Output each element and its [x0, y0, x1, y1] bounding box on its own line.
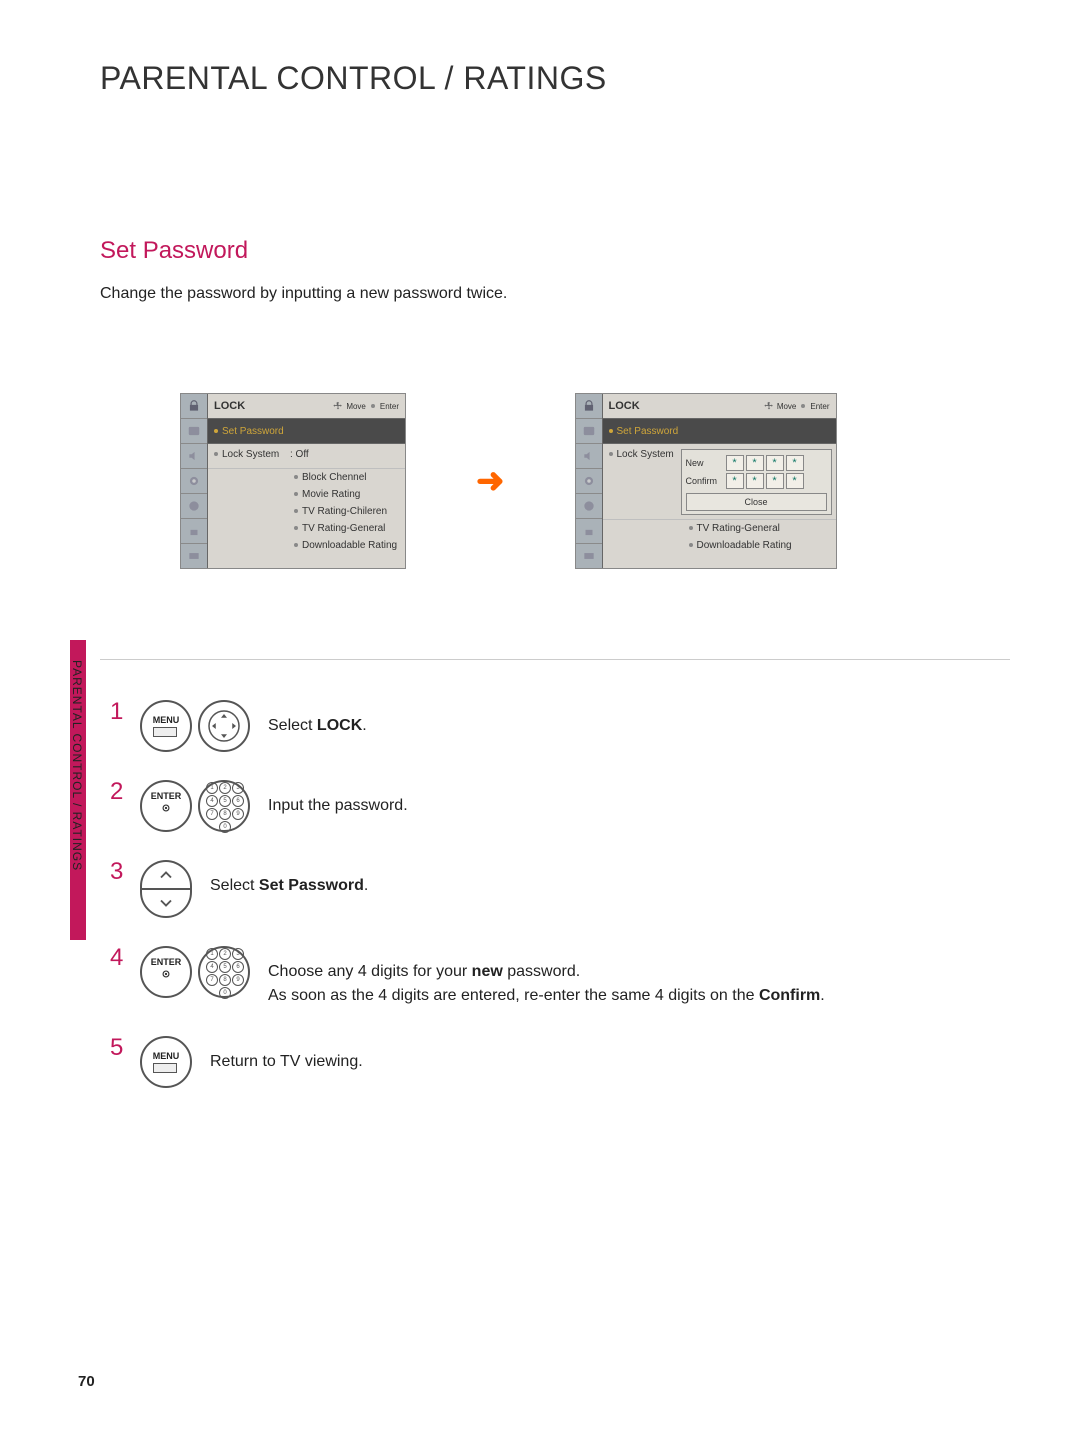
enter-dot-icon — [799, 402, 807, 410]
side-label: PARENTAL CONTROL / RATINGS — [70, 660, 84, 871]
pw-confirm-label: Confirm — [686, 476, 726, 486]
pw-cell: * — [726, 455, 744, 471]
audio-icon — [187, 449, 201, 463]
step-number: 3 — [110, 860, 140, 884]
password-entry-box: New * * * * Confirm — [681, 449, 832, 515]
osd-after-sub-0: TV Rating-General — [697, 523, 780, 534]
gear-icon — [187, 474, 201, 488]
pw-cell: * — [726, 473, 744, 489]
osd-hint: Move Enter — [333, 401, 399, 411]
lock-icon — [582, 399, 596, 413]
osd-highlighted-row: Set Password — [208, 419, 405, 444]
step-1: 1 MENU Select LOCK. — [110, 700, 1010, 752]
pw-cell: * — [766, 455, 784, 471]
osd-hint: Move Enter — [764, 401, 830, 411]
pw-cell: * — [786, 455, 804, 471]
step-number: 2 — [110, 780, 140, 804]
menu-button-icon: MENU — [140, 700, 192, 752]
page-number: 70 — [78, 1373, 95, 1390]
step-2: 2 ENTER 123 456 789 0 Input the password… — [110, 780, 1010, 832]
close-button: Close — [686, 493, 827, 511]
osd-sub-1: Movie Rating — [302, 489, 360, 500]
page-heading: PARENTAL CONTROL / RATINGS — [100, 60, 1010, 97]
step-number: 5 — [110, 1036, 140, 1060]
section-title: Set Password — [100, 237, 1010, 265]
divider — [100, 659, 1010, 660]
pw-cell: * — [766, 473, 784, 489]
osd-sub-3: TV Rating-General — [302, 523, 385, 534]
pw-cell: * — [746, 455, 764, 471]
updown-icon — [140, 860, 192, 918]
gear-icon — [582, 474, 596, 488]
osd-highlighted-row: Set Password — [603, 419, 836, 444]
move-icon — [333, 401, 343, 411]
lock2-icon — [187, 524, 201, 538]
menu-button-icon: MENU — [140, 1036, 192, 1088]
input-icon — [582, 549, 596, 563]
picture-icon — [582, 424, 596, 438]
osd-before: LOCK Move Enter Set Password Lock System… — [180, 393, 406, 569]
dpad-icon — [198, 700, 250, 752]
arrow-icon: ➜ — [476, 461, 505, 501]
clock-icon — [187, 499, 201, 513]
numpad-icon: 123 456 789 0 — [198, 780, 250, 832]
dpad-svg — [206, 708, 242, 744]
step-number: 4 — [110, 946, 140, 970]
osd-after: LOCK Move Enter Set Password Lock System — [575, 393, 837, 569]
lock-icon — [187, 399, 201, 413]
picture-icon — [187, 424, 201, 438]
pw-cell: * — [786, 473, 804, 489]
osd-screens: LOCK Move Enter Set Password Lock System… — [180, 393, 1010, 569]
numpad-icon: 123 456 789 0 — [198, 946, 250, 998]
steps-list: 1 MENU Select LOCK. 2 ENTER — [110, 700, 1010, 1088]
step-5: 5 MENU Return to TV viewing. — [110, 1036, 1010, 1088]
osd-sub-2: TV Rating-Chileren — [302, 506, 387, 517]
input-icon — [187, 549, 201, 563]
enter-button-icon: ENTER — [140, 946, 192, 998]
lock-system-label: Lock System — [617, 449, 674, 460]
pw-cell: * — [746, 473, 764, 489]
section-description: Change the password by inputting a new p… — [100, 285, 1010, 303]
enter-dot-icon — [369, 402, 377, 410]
clock-icon — [582, 499, 596, 513]
osd-title: LOCK — [609, 400, 640, 412]
audio-icon — [582, 449, 596, 463]
osd-title: LOCK — [214, 400, 245, 412]
osd-sub-4: Downloadable Rating — [302, 540, 397, 551]
step-number: 1 — [110, 700, 140, 724]
enter-button-icon: ENTER — [140, 780, 192, 832]
lock-system-value: : Off — [290, 444, 405, 464]
osd-sub-0: Block Chennel — [302, 472, 366, 483]
step-3: 3 Select Set Password. — [110, 860, 1010, 918]
step-4: 4 ENTER 123 456 789 0 Choose any 4 digit… — [110, 946, 1010, 1008]
osd-after-sub-1: Downloadable Rating — [697, 540, 792, 551]
lock2-icon — [582, 524, 596, 538]
lock-system-label: Lock System — [222, 449, 279, 460]
pw-new-label: New — [686, 458, 726, 468]
move-icon — [764, 401, 774, 411]
